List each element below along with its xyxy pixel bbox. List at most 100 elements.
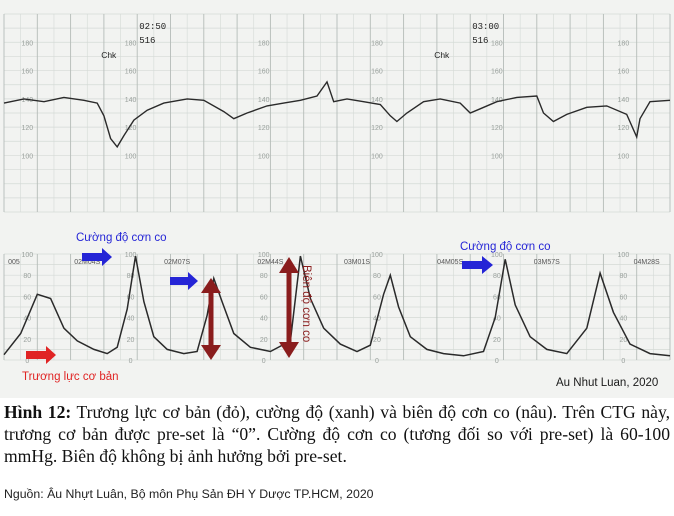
ua-y-tick-label: 60 [373,294,381,301]
amplitude-arrow-small [201,278,221,360]
ua-x-tick-label: 03M57S [534,259,560,266]
ua-y-tick-label: 60 [260,294,268,301]
intensity-arrow-1 [82,248,112,266]
ua-y-tick-label: 20 [373,337,381,344]
fhr-y-tick-label: 100 [491,153,503,160]
fhr-y-tick-label: 100 [21,153,33,160]
ua-y-tick-label: 80 [23,273,31,280]
ua-y-tick-label: 60 [493,294,501,301]
ua-y-tick-label: 80 [127,273,135,280]
ua-x-tick-label: 03M01S [344,259,370,266]
ua-y-tick-label: 20 [619,337,627,344]
ua-series-line [3,255,671,357]
fhr-y-tick-label: 120 [258,125,270,132]
fhr-y-tick-label: 180 [491,40,503,47]
fhr-y-tick-label: 100 [618,153,630,160]
fhr-y-tick-label: 140 [258,97,270,104]
ua-y-tick-label: 80 [260,273,268,280]
fhr-y-tick-label: 140 [491,97,503,104]
fhr-y-tick-label: 160 [125,69,137,76]
fhr-y-tick-label: 120 [618,125,630,132]
check-mark-label: Chk [434,50,450,60]
ua-y-tick-label: 60 [619,294,627,301]
fhr-y-tick-label: 160 [21,69,33,76]
ua-y-tick-label: 0 [129,358,133,365]
ua-y-tick-label: 100 [371,252,383,259]
ua-x-tick-label: 02M04S [74,259,100,266]
fhr-y-tick-label: 160 [258,69,270,76]
intensity-arrow-3 [462,256,493,274]
ua-y-tick-label: 100 [258,252,270,259]
ctg-trace-chart: 100 120 140 160 180 100 120 140 160 180 100 120 140 1… [3,13,671,389]
fhr-y-tick-label: 120 [21,125,33,132]
ua-y-tick-label: 40 [260,316,268,323]
ua-y-tick-label: 100 [618,252,630,259]
ua-y-tick-label: 80 [619,273,627,280]
fhr-y-tick-label: 180 [21,40,33,47]
fhr-y-tick-label: 140 [618,97,630,104]
amplitude-label: Biên độ cơn co [300,265,312,342]
ua-y-tick-label: 20 [23,337,31,344]
check-mark-label: Chk [101,50,117,60]
ua-y-tick-label: 80 [373,273,381,280]
ua-y-tick-label: 0 [495,358,499,365]
ua-y-tick-label: 0 [621,358,625,365]
ua-y-tick-label: 20 [260,337,268,344]
ua-grid [3,253,671,361]
ua-y-tick-label: 40 [619,316,627,323]
time-mark-code: 516 [139,36,155,46]
ua-y-tick-label: 60 [127,294,135,301]
figure-source: Nguồn: Âu Nhựt Luân, Bộ môn Phụ Sản ĐH Y… [4,487,374,501]
baseline-tone-label: Trương lực cơ bản [22,371,119,383]
ua-y-tick-label: 20 [493,337,501,344]
intensity-label-right: Cường độ cơn co [460,241,551,253]
fhr-y-tick-label: 120 [371,125,383,132]
ua-y-tick-label: 0 [25,358,29,365]
time-marks: 02:50 516 Chk 03:00 516 Chk [101,22,499,60]
ua-y-tick-label: 100 [491,252,503,259]
ua-y-tick-label: 20 [127,337,135,344]
ua-x-tick-labels: 005 02M04S 02M07S 02M44S 03M01S 04M05S 03M57S 0… [8,259,660,266]
fhr-y-tick-label: 120 [125,125,137,132]
fhr-y-tick-label: 140 [125,97,137,104]
ua-x-tick-label: 04M05S [437,259,463,266]
fhr-y-tick-label: 140 [21,97,33,104]
fhr-y-tick-label: 140 [371,97,383,104]
ua-y-tick-label: 0 [262,358,266,365]
time-mark-label: 02:50 [139,22,166,32]
fhr-y-tick-label: 100 [125,153,137,160]
time-mark-label: 03:00 [472,22,499,32]
fhr-y-tick-label: 180 [618,40,630,47]
figure-caption: Hình 12: Trương lực cơ bản (đỏ), cường đ… [4,402,670,467]
author-watermark: Au Nhut Luan, 2020 [556,377,658,389]
ua-y-tick-label: 80 [493,273,501,280]
fhr-y-tick-label: 100 [258,153,270,160]
ctg-figure: 100 120 140 160 180 100 120 140 160 180 100 120 140 1… [0,0,674,398]
ua-x-tick-label: 02M44S [257,259,283,266]
ua-y-tick-label: 100 [21,252,33,259]
fhr-y-tick-label: 160 [491,69,503,76]
ua-y-tick-label: 0 [375,358,379,365]
ua-x-tick-label: 005 [8,259,20,266]
fhr-grid [3,13,671,213]
ua-x-tick-label: 02M07S [164,259,190,266]
ua-y-tick-label: 40 [127,316,135,323]
fhr-y-tick-label: 160 [618,69,630,76]
intensity-arrow-2 [170,272,198,290]
fhr-y-tick-label: 100 [371,153,383,160]
fhr-y-tick-label: 160 [371,69,383,76]
amplitude-arrow-large [279,257,299,358]
intensity-label-top: Cường độ cơn co [76,232,167,244]
ua-x-tick-label: 04M28S [634,259,660,266]
ua-y-tick-label: 60 [23,294,31,301]
fhr-y-tick-label: 180 [125,40,137,47]
ua-y-tick-labels: 0 20 40 60 80 100 0 20 40 60 80 100 0 20 40 60 80 100 0 20 4… [21,252,629,365]
fhr-y-tick-label: 180 [258,40,270,47]
ua-y-tick-label: 40 [493,316,501,323]
fhr-y-tick-labels: 100 120 140 160 180 100 120 140 160 180 100 120 140 1… [21,40,629,160]
fhr-y-tick-label: 180 [371,40,383,47]
caption-label: Hình 12: [4,402,72,422]
caption-text: Trương lực cơ bản (đỏ), cường độ (xanh) … [4,402,670,466]
time-mark-code: 516 [472,36,488,46]
baseline-tone-arrow [26,346,56,364]
